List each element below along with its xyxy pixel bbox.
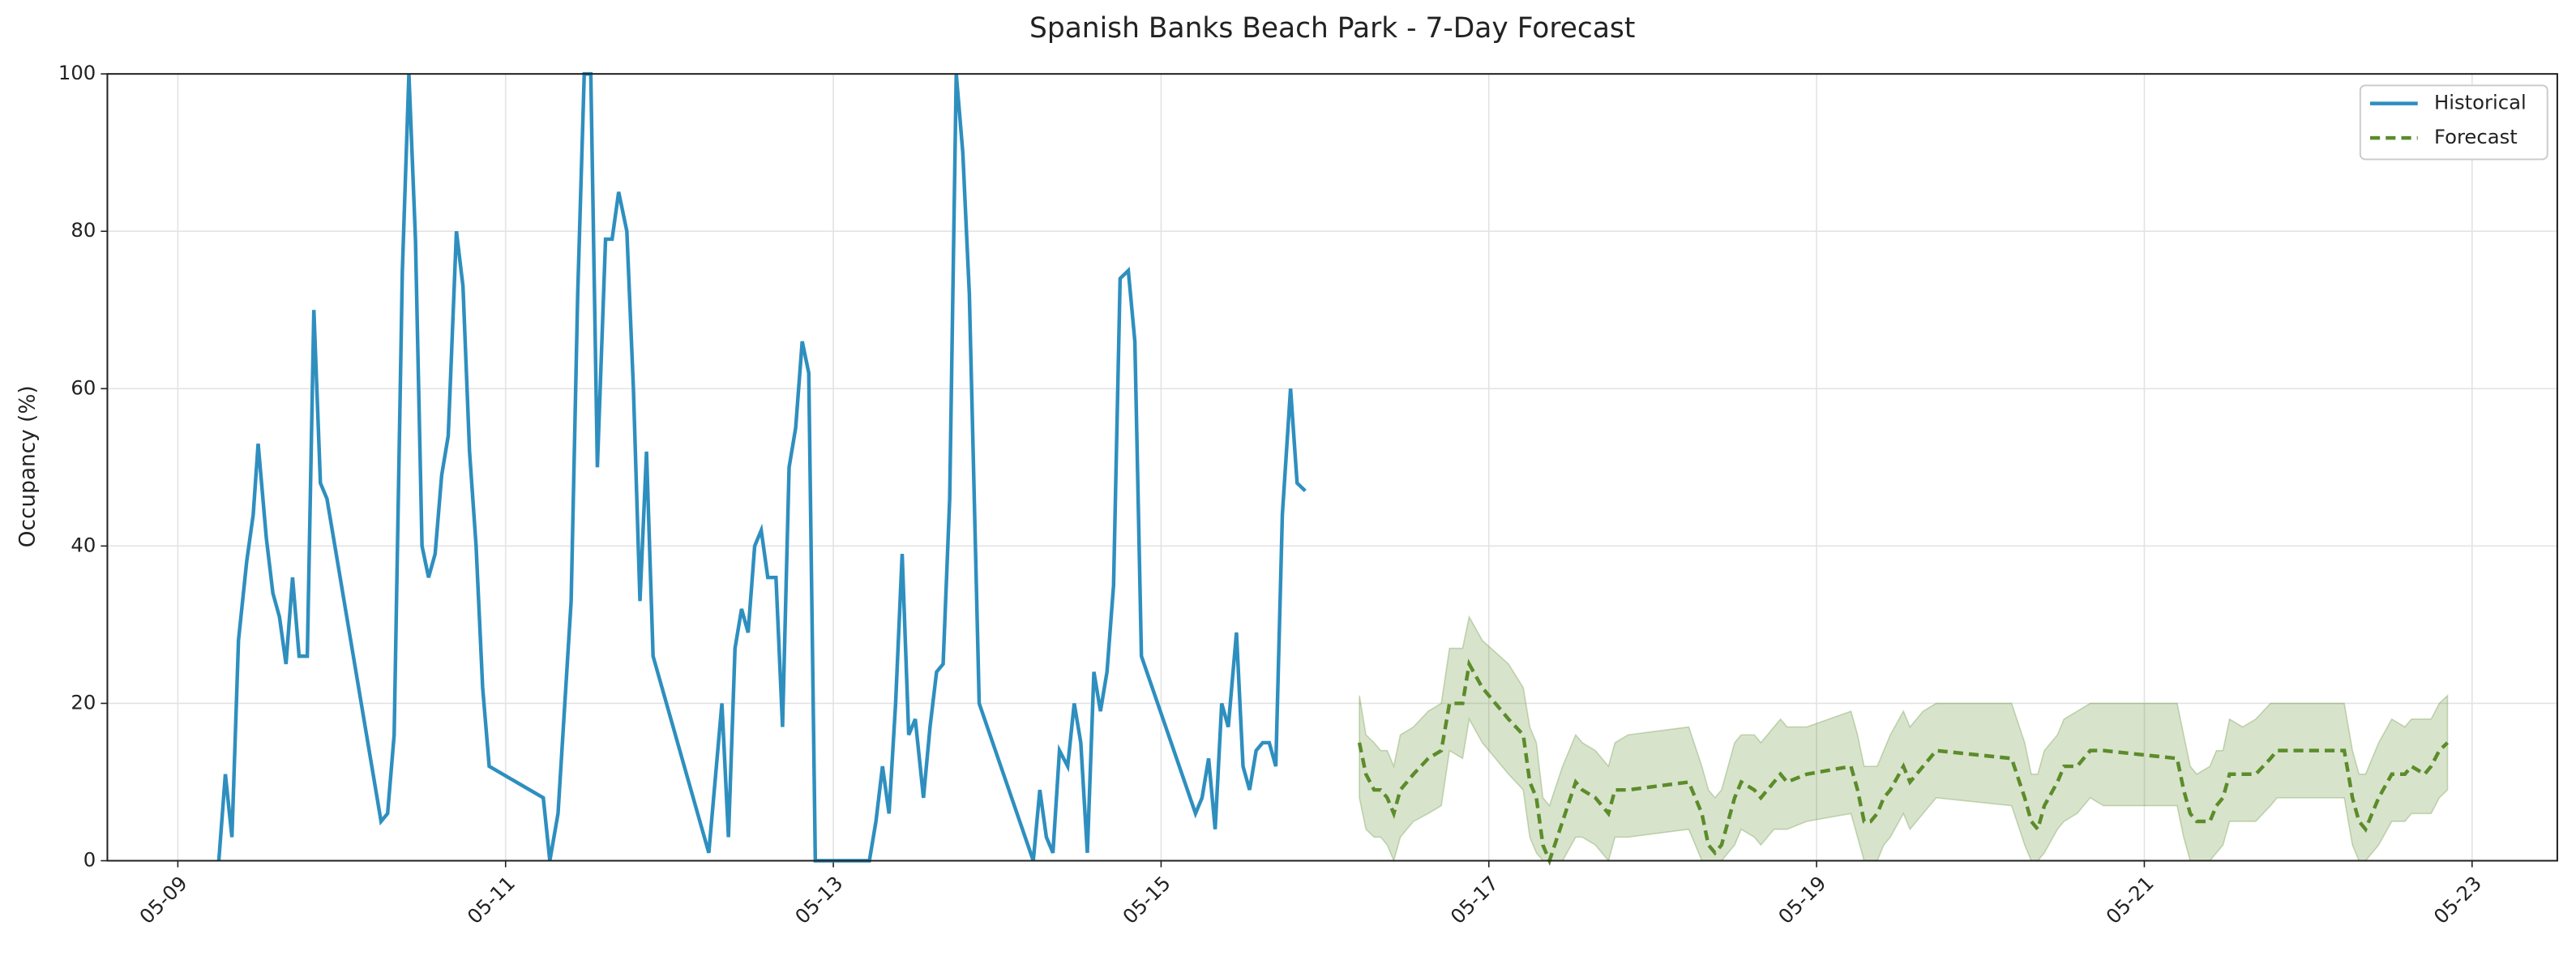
y-tick-label: 0 xyxy=(83,848,96,872)
x-tick-label: 05-19 xyxy=(1774,872,1830,928)
y-tick-label: 20 xyxy=(71,690,96,714)
y-tick-label: 40 xyxy=(71,533,96,556)
x-tick-label: 05-09 xyxy=(135,872,191,928)
legend: Historical Forecast xyxy=(2359,84,2548,161)
series-line xyxy=(1357,658,2450,866)
x-tick-label: 05-17 xyxy=(1446,872,1503,928)
chart-title: Spanish Banks Beach Park - 7-Day Forecas… xyxy=(1029,12,1635,45)
x-tick-label: 05-21 xyxy=(2101,872,2158,928)
x-tick-label: 05-13 xyxy=(790,872,847,928)
y-tick-label: 100 xyxy=(58,61,96,84)
y-tick-label: 60 xyxy=(71,375,96,399)
x-tick-label: 05-11 xyxy=(463,872,520,928)
confidence-band xyxy=(1359,615,2449,863)
series-line xyxy=(216,71,1307,863)
plot-frame xyxy=(106,73,2558,862)
x-tick-label: 05-15 xyxy=(1118,872,1175,928)
y-axis-label: Occupancy (%) xyxy=(16,385,41,547)
y-tick-label: 80 xyxy=(71,218,96,242)
legend-label: Forecast xyxy=(2434,125,2518,148)
legend-label: Historical xyxy=(2434,91,2527,114)
plot xyxy=(216,71,2450,866)
x-tick-label: 05-23 xyxy=(2429,872,2486,928)
